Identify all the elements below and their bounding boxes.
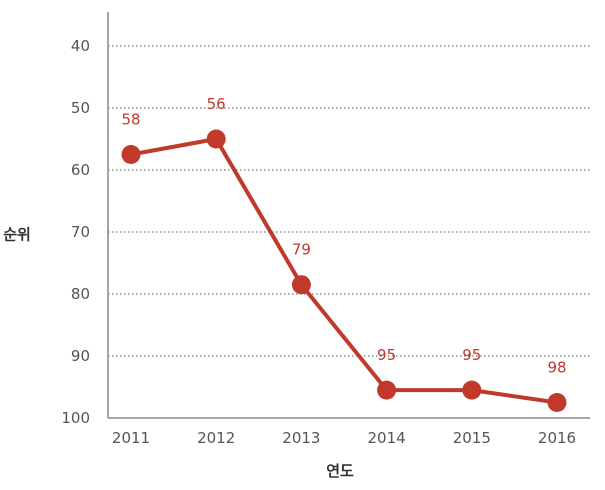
y-tick-label: 50: [71, 99, 90, 117]
data-point: [206, 129, 226, 149]
data-point: [462, 380, 482, 400]
data-point: [291, 275, 311, 295]
y-tick-label: 70: [71, 223, 90, 241]
data-label: 79: [292, 241, 311, 259]
y-tick-label: 40: [71, 37, 90, 55]
data-point: [547, 393, 567, 412]
x-tick-label: 2013: [282, 429, 320, 447]
x-tick-labels: 2011 2012 2013 2014 2015 2016: [112, 429, 576, 447]
data-label: 95: [377, 346, 396, 364]
series-line: [130, 137, 558, 405]
y-tick-label: 60: [71, 161, 90, 179]
x-tick-label: 2016: [538, 429, 576, 447]
y-tick-label: 100: [61, 409, 90, 427]
x-tick-label: 2012: [197, 429, 235, 447]
x-axis-title: 연도: [326, 462, 354, 480]
data-point: [377, 380, 397, 400]
axes: [107, 12, 590, 419]
y-tick-labels: 40 50 60 70 80 90 100: [61, 37, 90, 427]
data-point: [121, 145, 141, 164]
y-axis-title: 순위: [3, 226, 31, 244]
data-label: 58: [121, 111, 140, 129]
data-labels: 58 56 79 95 95 98: [121, 95, 566, 377]
data-label: 98: [547, 359, 566, 377]
y-tick-label: 90: [71, 347, 90, 365]
x-tick-label: 2014: [368, 429, 406, 447]
grid-lines: [108, 45, 590, 357]
data-points: [121, 129, 567, 412]
data-label: 56: [207, 95, 226, 113]
x-tick-label: 2015: [453, 429, 491, 447]
data-label: 95: [462, 346, 481, 364]
y-tick-label: 80: [71, 285, 90, 303]
x-tick-label: 2011: [112, 429, 150, 447]
series-line-path: [130, 137, 558, 405]
